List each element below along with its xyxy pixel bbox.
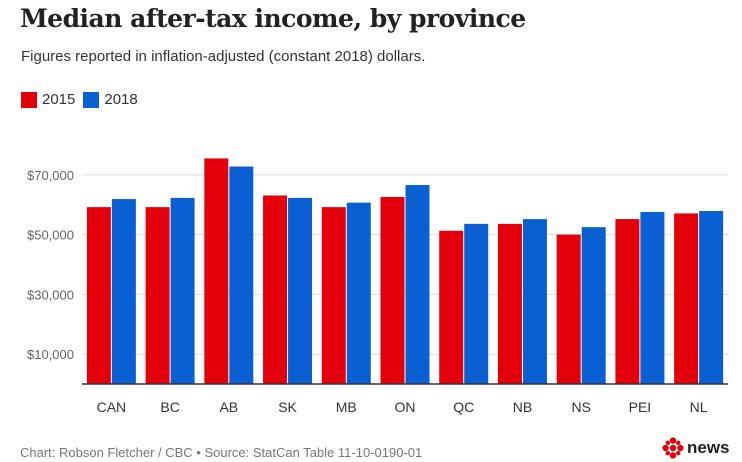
bar-2015 (86, 207, 111, 384)
y-tick-label: $30,000 (27, 287, 74, 302)
bar-2015 (615, 219, 640, 384)
bar-2015 (497, 223, 522, 384)
bar-2018 (405, 185, 430, 384)
bar-2018 (346, 202, 371, 384)
x-tick-label: MB (336, 399, 357, 415)
bar-2015 (674, 213, 699, 384)
y-tick-label: $50,000 (27, 228, 74, 243)
legend-label-2018: 2018 (104, 91, 138, 108)
x-tick-label: NL (690, 399, 708, 415)
cbc-news-logo: news (662, 437, 730, 459)
legend-label-2015: 2015 (42, 91, 76, 108)
legend: 2015 2018 (21, 91, 146, 108)
logo-text: news (687, 438, 730, 457)
bar-2018 (581, 227, 606, 384)
y-tick-label: $10,000 (27, 347, 74, 362)
bar-2015 (145, 207, 170, 384)
x-tick-label: ON (395, 399, 416, 415)
bar-2018 (699, 211, 724, 384)
chart-credit: Chart: Robson Fletcher / CBC • Source: S… (20, 445, 423, 460)
x-tick-label: PEI (629, 399, 652, 415)
x-tick-label: BC (160, 399, 179, 415)
x-tick-label: NS (571, 399, 590, 415)
x-tick-label: NB (513, 399, 532, 415)
legend-item-2018: 2018 (83, 91, 138, 108)
legend-item-2015: 2015 (21, 91, 75, 108)
x-tick-label: QC (453, 399, 474, 415)
y-tick-label: $70,000 (27, 168, 74, 183)
x-tick-label: AB (219, 399, 238, 415)
bar-2018 (288, 197, 313, 384)
chart-subtitle: Figures reported in inflation-adjusted (… (21, 48, 426, 65)
bar-2015 (556, 234, 581, 384)
bar-2015 (380, 196, 405, 384)
bar-2015 (204, 158, 229, 384)
bar-2018 (522, 219, 547, 384)
bar-2015 (439, 230, 464, 384)
bar-2018 (111, 199, 136, 384)
bar-2018 (640, 211, 665, 384)
chart-title: Median after-tax income, by province (20, 4, 526, 33)
legend-swatch-2015 (21, 91, 37, 108)
bar-2018 (464, 223, 489, 384)
legend-swatch-2018 (83, 91, 100, 108)
cbc-gem-icon (662, 437, 684, 459)
bar-2018 (229, 166, 254, 384)
bar-2015 (321, 207, 346, 384)
bar-2015 (263, 195, 288, 384)
x-tick-label: SK (278, 399, 297, 415)
x-tick-label: CAN (97, 399, 127, 415)
bar-2018 (170, 197, 195, 384)
